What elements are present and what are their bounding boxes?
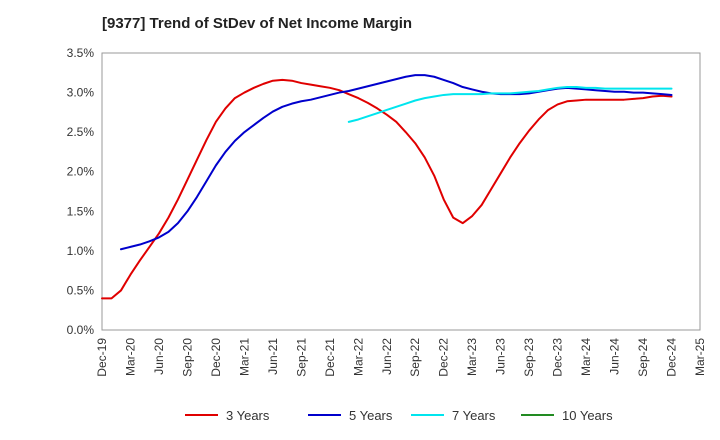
x-tick-label: Sep-23: [522, 338, 536, 377]
x-tick-label: Sep-22: [408, 338, 422, 377]
x-tick-label: Mar-22: [351, 338, 365, 376]
y-tick-label: 0.5%: [67, 283, 95, 297]
legend: 3 Years 5 Years 7 Years 10 Years: [185, 408, 613, 423]
x-tick-label: Dec-23: [551, 338, 565, 377]
x-tick-label: Sep-20: [180, 338, 194, 377]
y-tick-label: 2.0%: [67, 165, 95, 179]
x-tick-label: Sep-21: [294, 338, 308, 377]
x-tick-label: Dec-21: [323, 338, 337, 377]
x-tick-labels: Dec-19 Mar-20 Jun-20 Sep-20 Dec-20 Mar-21 Jun-…: [95, 338, 707, 377]
axes: [101, 52, 701, 331]
x-tick-label: Mar-24: [579, 338, 593, 376]
plot-area: [101, 52, 701, 331]
x-tick-label: Dec-20: [209, 338, 223, 377]
series-line-3-years: [101, 78, 673, 300]
x-tick-label: Jun-20: [152, 338, 166, 375]
series-line-7-years: [347, 86, 673, 123]
legend-label: 5 Years: [349, 408, 393, 423]
legend-label: 10 Years: [562, 408, 613, 423]
y-tick-labels: 0.0% 0.5% 1.0% 1.5% 2.0% 2.5% 3.0% 3.5%: [67, 46, 95, 337]
x-tick-label: Jun-24: [608, 338, 622, 375]
series-lines: [101, 74, 673, 300]
x-tick-label: Jun-22: [380, 338, 394, 375]
x-tick-label: Mar-23: [465, 338, 479, 376]
x-tick-label: Jun-21: [266, 338, 280, 375]
x-tick-label: Dec-19: [95, 338, 109, 377]
y-tick-label: 3.0%: [67, 86, 95, 100]
x-tick-label: Jun-23: [494, 338, 508, 375]
x-tick-label: Mar-20: [123, 338, 137, 376]
series-line-5-years: [119, 74, 673, 251]
x-tick-label: Sep-24: [636, 338, 650, 377]
y-tick-label: 2.5%: [67, 125, 95, 139]
y-tick-label: 1.0%: [67, 244, 95, 258]
y-tick-label: 0.0%: [67, 323, 95, 337]
y-tick-label: 1.5%: [67, 204, 95, 218]
x-tick-label: Mar-25: [693, 338, 707, 376]
legend-label: 3 Years: [226, 408, 270, 423]
chart-title: [9377] Trend of StDev of Net Income Marg…: [102, 15, 412, 32]
legend-label: 7 Years: [452, 408, 496, 423]
x-tick-label: Dec-24: [665, 338, 679, 377]
y-tick-label: 3.5%: [67, 46, 95, 60]
x-tick-label: Mar-21: [237, 338, 251, 376]
x-tick-label: Dec-22: [437, 338, 451, 377]
